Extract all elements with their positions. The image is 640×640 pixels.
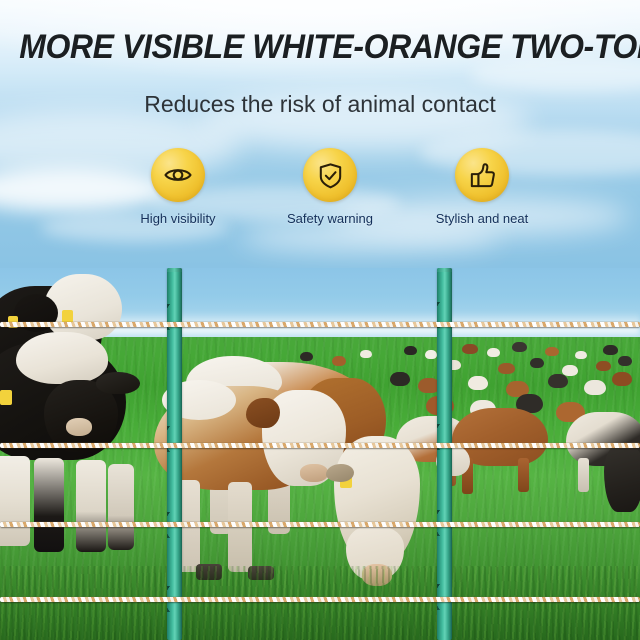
fence-wire-4: [0, 597, 640, 602]
feature-item-stylish-and-neat: Stylish and neat: [414, 148, 550, 227]
feature-label: Stylish and neat: [435, 211, 529, 226]
feature-label: Safety warning: [287, 211, 373, 226]
feature-list: High visibility Safety warning: [110, 148, 550, 234]
product-photo: [0, 268, 640, 640]
feature-item-high-visibility: High visibility: [110, 148, 246, 227]
feature-badge: [303, 148, 357, 202]
post-cap: [437, 268, 452, 272]
thumbs-up-icon: [467, 160, 498, 191]
feature-item-safety-warning: Safety warning: [262, 148, 398, 227]
fence-wire-1: [0, 322, 640, 327]
fence-wire-2: [0, 443, 640, 448]
page-subtitle: Reduces the risk of animal contact: [144, 91, 496, 117]
fence-wire-3: [0, 522, 640, 527]
feature-label: High visibility: [140, 211, 216, 226]
eye-icon: [162, 159, 194, 191]
foreground-grass: [0, 566, 640, 640]
wire-clip: [167, 426, 182, 452]
shield-check-icon: [315, 160, 346, 191]
post-cap: [167, 268, 182, 272]
page-title: MORE VISIBLE WHITE-ORANGE TWO-TONE: [19, 28, 640, 66]
feature-badge: [455, 148, 509, 202]
feature-badge: [151, 148, 205, 202]
wire-clip: [437, 302, 452, 328]
